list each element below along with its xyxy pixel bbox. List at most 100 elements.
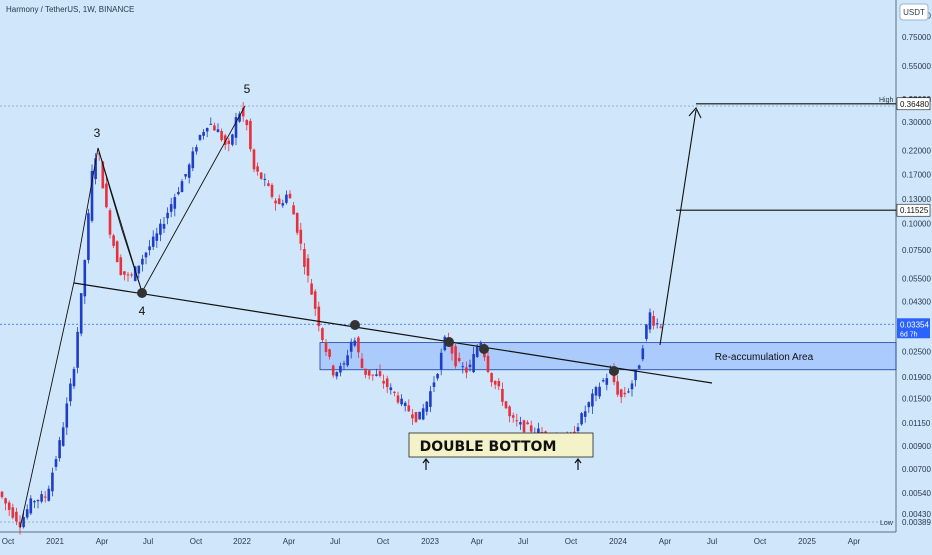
candle-body <box>634 369 637 381</box>
candle-body <box>76 331 79 368</box>
candle-body <box>195 147 198 152</box>
candle-body <box>94 158 97 180</box>
chart-title: Harmony / TetherUS, 1W, BINANCE <box>6 5 134 14</box>
time-tick-label: 2022 <box>233 537 251 546</box>
double-bottom-box[interactable] <box>408 432 594 458</box>
candle-body <box>321 328 324 340</box>
candle-body <box>328 349 331 357</box>
currency-label: USDT <box>903 8 925 17</box>
wave-subline <box>97 147 143 293</box>
candle-body <box>504 401 508 409</box>
currency-button[interactable] <box>899 3 929 21</box>
candle-body <box>169 204 173 212</box>
candle-body <box>126 274 130 276</box>
low-value: 0.00389 <box>902 518 931 527</box>
candle-body <box>490 373 493 383</box>
price-tick-label: 0.04300 <box>902 297 931 306</box>
candle-body <box>249 120 252 150</box>
candle-body <box>414 412 418 422</box>
candle-body <box>234 117 238 138</box>
price-tick-label: 0.07500 <box>902 246 931 255</box>
candle-body <box>101 161 105 189</box>
time-tick-label: 2025 <box>798 537 816 546</box>
candle-body <box>173 197 177 209</box>
reaccumulation-zone[interactable]: Re-accumulation Area <box>319 342 897 371</box>
high-text: High <box>879 97 894 104</box>
time-tick-label: Oct <box>565 537 578 546</box>
candle-body <box>151 236 155 247</box>
candle-body <box>587 402 591 408</box>
candle-body <box>198 135 202 140</box>
candle-body <box>123 271 126 275</box>
candle-body <box>11 507 15 518</box>
candle-body <box>360 358 364 368</box>
candle-body <box>655 323 659 325</box>
candle-body <box>511 415 515 418</box>
candle-body <box>501 388 504 402</box>
candle-body <box>623 392 627 395</box>
candle-body <box>25 509 29 518</box>
candle-body <box>454 346 457 367</box>
candle-body <box>465 367 468 373</box>
reference-lines <box>0 105 896 523</box>
time-tick-label: Apr <box>96 537 109 546</box>
touch-point <box>609 366 619 376</box>
candle-body <box>263 178 267 180</box>
candle-body <box>202 131 205 136</box>
target-badge: 0.11525 <box>900 206 929 215</box>
candle-body <box>591 393 594 407</box>
candle-body <box>371 374 375 376</box>
candle-body <box>274 200 277 204</box>
candle-body <box>393 391 396 393</box>
candle-body <box>241 107 245 117</box>
candle-body <box>40 494 43 502</box>
price-tick-label: 0.75000 <box>902 33 931 42</box>
candle-body <box>22 517 25 528</box>
candle-body <box>69 383 72 402</box>
candle-body <box>508 406 511 417</box>
candle-body <box>583 411 587 417</box>
time-tick-label: Apr <box>283 537 296 546</box>
candle-body <box>385 378 389 388</box>
candle-body <box>475 346 479 357</box>
bottom-arrowhead <box>422 458 430 464</box>
time-tick-label: Jul <box>707 537 717 546</box>
candle-body <box>130 274 133 276</box>
price-tick-label: 0.00700 <box>902 465 931 474</box>
price-tick-label: 0.00430 <box>902 510 931 519</box>
candle-body <box>461 366 465 368</box>
candle-body <box>479 342 483 348</box>
low-text: Low <box>880 520 894 527</box>
candle-body <box>429 391 432 407</box>
candle-body <box>0 491 4 498</box>
candle-body <box>598 386 601 397</box>
axis-badges: High0.38000Low0.003890.364800.115250.033… <box>879 95 931 527</box>
candle-body <box>281 203 285 206</box>
candle-body <box>209 123 213 125</box>
candle-body <box>472 353 475 373</box>
candle-body <box>331 365 335 376</box>
candle-body <box>652 315 655 326</box>
candle-body <box>537 428 540 435</box>
candle-body <box>457 357 461 362</box>
price-tick-label: 0.10000 <box>902 219 931 228</box>
wave-label: 4 <box>139 304 146 318</box>
candle-body <box>184 174 187 177</box>
candle-body <box>54 459 58 467</box>
time-tick-label: 2021 <box>46 537 64 546</box>
candle-body <box>375 374 378 376</box>
candle-body <box>216 129 220 133</box>
candle-body <box>303 249 306 267</box>
time-axis: Oct 2021 Apr Jul Oct 2022 Apr Jul Oct 2023 Apr Jul O… <box>2 537 861 546</box>
candle-body <box>493 380 497 385</box>
candle-body <box>439 352 443 370</box>
price-tick-label: 0.00540 <box>902 489 931 498</box>
candle-body <box>119 257 123 275</box>
candle-body <box>425 401 429 412</box>
candle-body <box>411 414 414 419</box>
candle-body <box>378 371 382 376</box>
candle-body <box>213 125 216 131</box>
candle-body <box>339 365 342 373</box>
candle-body <box>33 501 36 503</box>
